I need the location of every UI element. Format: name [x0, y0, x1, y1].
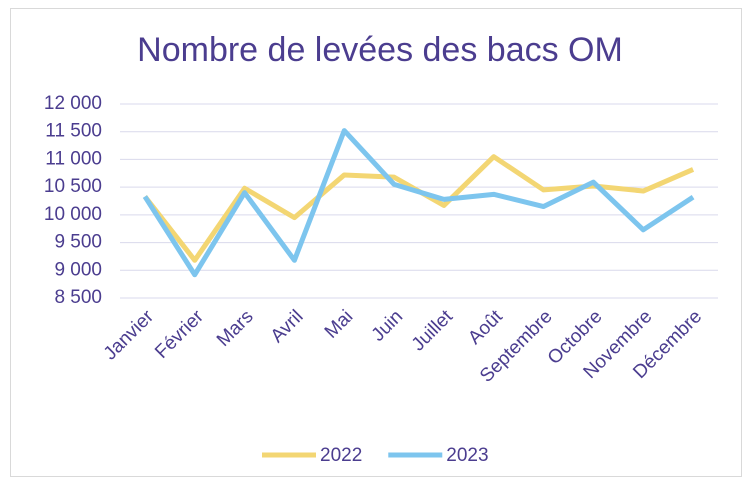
y-tick-label: 12 000 — [44, 93, 102, 114]
y-tick-label: 10 000 — [44, 204, 102, 225]
y-tick-label: 10 500 — [44, 176, 102, 197]
series-line — [142, 128, 695, 278]
chart-title: Nombre de levées des bacs OM — [137, 31, 623, 69]
y-tick-label: 11 000 — [45, 148, 102, 169]
legend-label: 2022 — [320, 445, 362, 466]
legend-label: 2023 — [446, 445, 488, 466]
y-tick-label: 11 500 — [45, 121, 102, 142]
y-tick-label: 9 000 — [54, 259, 102, 280]
y-tick-label: 8 500 — [54, 287, 102, 308]
y-tick-label: 9 500 — [54, 232, 102, 253]
